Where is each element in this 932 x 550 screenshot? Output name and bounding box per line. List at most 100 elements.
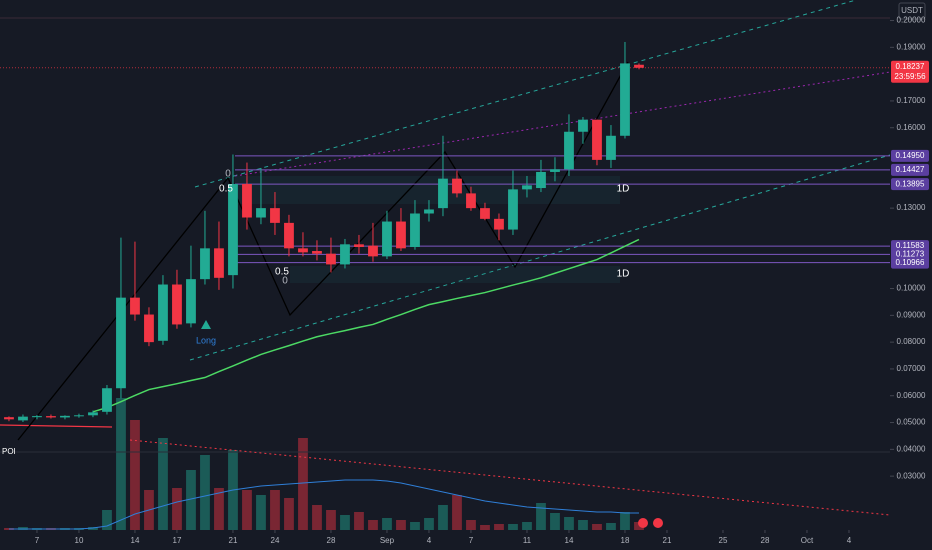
level-label: 0.11583: [896, 241, 925, 250]
fib-label: 1D: [617, 269, 630, 280]
level-label: 0.14427: [896, 165, 925, 174]
candle-body: [634, 64, 644, 68]
x-tick-label: 21: [229, 536, 238, 545]
level-label: 0.11273: [896, 250, 925, 259]
candle-body: [46, 416, 56, 418]
x-tick-label: 25: [719, 536, 728, 545]
candle-body: [158, 284, 168, 341]
candle-body: [466, 193, 476, 209]
fib-label: 1D: [617, 184, 630, 195]
axis-layer: 0.20000 0.19000 0.17000 0.16000 0.13000 0.100…: [35, 16, 929, 545]
volume-bar: [340, 515, 350, 530]
x-tick-label: 10: [75, 536, 84, 545]
candle-body: [368, 245, 378, 257]
candle-body: [550, 169, 560, 172]
candle-body: [592, 119, 602, 160]
x-tick-label: 14: [131, 536, 140, 545]
fib-label: 0.5: [275, 267, 289, 278]
volume-bar: [592, 524, 602, 530]
fib-zone: [235, 176, 620, 204]
zigzag: [17, 61, 629, 441]
level-tag: [891, 163, 929, 176]
candle-body: [284, 222, 294, 249]
level-label: 0.14950: [896, 151, 925, 160]
volume-bar: [564, 517, 574, 530]
channel-lower: [189, 154, 891, 361]
candle-body: [480, 208, 490, 219]
volume-bar: [172, 488, 182, 530]
level-label: 0.13895: [896, 179, 925, 188]
level-label: 0.10966: [896, 258, 925, 267]
event-icon: [638, 518, 648, 528]
x-tick-label: 14: [565, 536, 574, 545]
y-tick-label: 0.04000: [897, 444, 926, 453]
volume-bar: [396, 520, 406, 530]
x-tick-label: 4: [847, 536, 852, 545]
volume-bar: [452, 495, 462, 530]
volume-bar: [382, 518, 392, 530]
candle-body: [242, 184, 252, 218]
volume-bar: [326, 510, 336, 530]
y-tick-label: 0.10000: [897, 284, 926, 293]
volume-bar: [200, 455, 210, 530]
candle-body: [340, 244, 350, 265]
x-tick-label: Sep: [380, 536, 395, 545]
level-tag: [891, 178, 929, 191]
volume-bar: [242, 490, 252, 530]
candle-body: [144, 314, 154, 343]
candle-body: [130, 297, 140, 315]
candle-body: [172, 284, 182, 325]
candle-body: [256, 208, 266, 218]
volume-bar: [312, 505, 322, 530]
y-tick-label: 0.06000: [897, 391, 926, 400]
candle-body: [494, 218, 504, 230]
volume-ma: [8, 479, 639, 530]
candle-body: [410, 213, 420, 247]
volume-bar: [466, 520, 476, 530]
currency: USDT: [901, 6, 923, 15]
volume-bar: [102, 510, 112, 530]
signal-label: Long: [196, 335, 216, 345]
volume-layer: [4, 398, 644, 530]
volume-bar: [368, 520, 378, 530]
volume-bar: [550, 513, 560, 530]
y-tick-label: 0.13000: [897, 203, 926, 212]
candle-body: [326, 253, 336, 265]
candle-body: [60, 415, 70, 418]
fib-label: 0: [282, 276, 288, 287]
volume-bar: [158, 438, 168, 530]
fib-label: 0.5: [219, 184, 233, 195]
candle-body: [354, 244, 364, 247]
volume-bar: [578, 520, 588, 530]
channel-upper: [194, 0, 857, 188]
candle-body: [186, 279, 196, 324]
poi-line: [0, 424, 113, 428]
y-tick-label: 0.07000: [897, 364, 926, 373]
candle-body: [508, 189, 518, 230]
volume-bar: [494, 524, 504, 530]
candle-body: [116, 297, 126, 389]
candle-body: [606, 135, 616, 160]
y-tick-label: 0.03000: [897, 471, 926, 480]
volume-bar: [508, 524, 518, 530]
volume-bar: [298, 438, 308, 530]
candle-body: [578, 119, 588, 132]
x-tick-label: 7: [469, 536, 474, 545]
candle-body: [620, 63, 630, 136]
x-tick-label: 4: [427, 536, 432, 545]
x-tick-label: 18: [621, 536, 630, 545]
candle-body: [424, 209, 434, 214]
candle-body: [298, 248, 308, 253]
candle-body: [522, 185, 532, 190]
volume-bar: [480, 525, 490, 530]
y-tick-label: 0.05000: [897, 418, 926, 427]
volume-bar: [270, 490, 280, 530]
volume-bar: [522, 522, 532, 530]
candle-body: [214, 248, 224, 278]
candle-body: [200, 248, 210, 280]
volume-bar: [634, 522, 644, 530]
volume-bar: [116, 398, 126, 530]
x-tick-label: 11: [523, 536, 532, 545]
volume-bar: [438, 505, 448, 530]
